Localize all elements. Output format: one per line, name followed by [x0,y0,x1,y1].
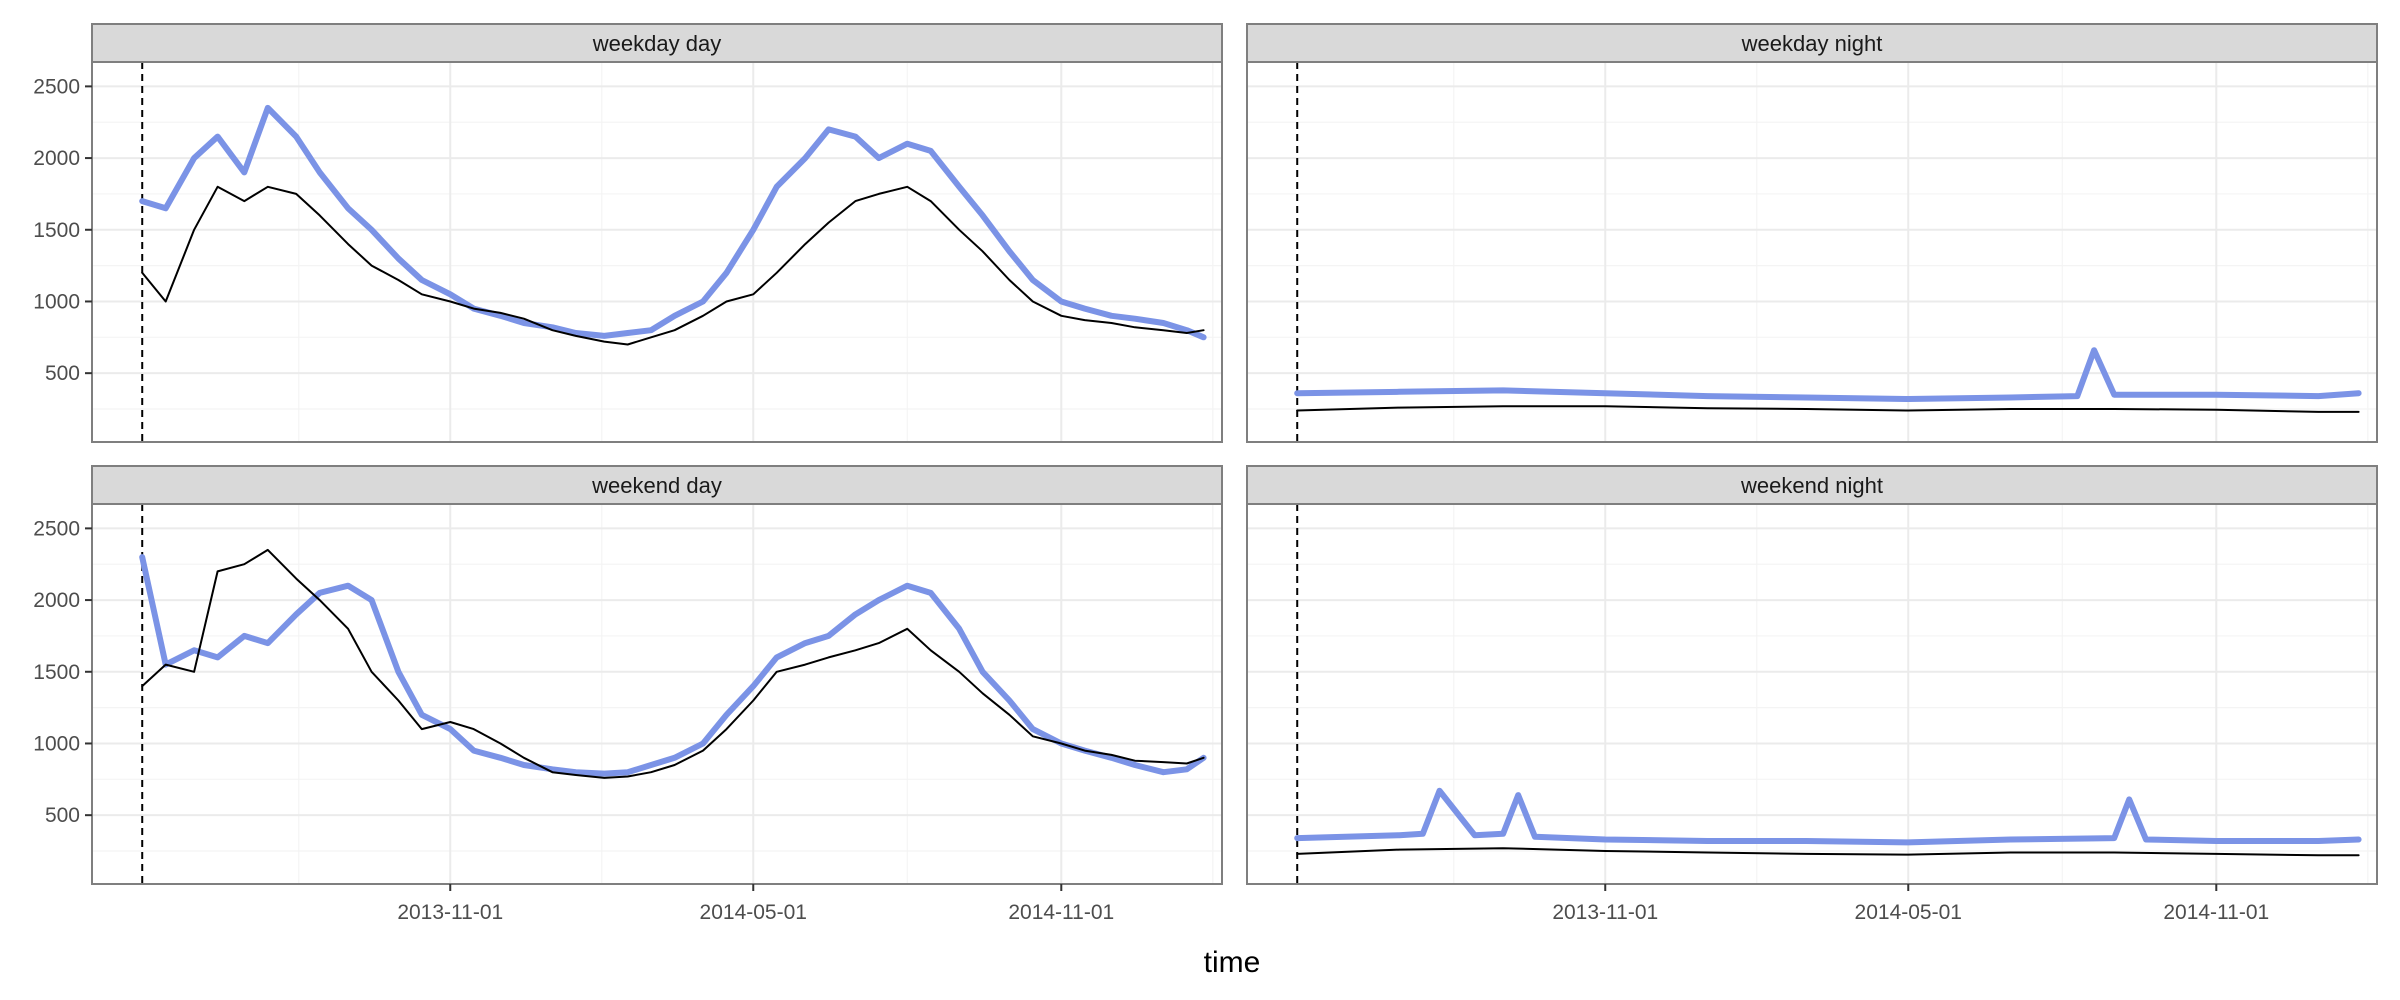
panel-border [1246,503,2378,885]
x-tick-label: 2013-11-01 [397,901,503,924]
y-tick-label: 1000 [33,290,80,313]
x-tick-label: 2014-11-01 [1008,901,1114,924]
facet-strip [91,23,1223,63]
panel-weekday-night: weekday night [1246,23,2378,443]
series-line-black [141,185,1205,346]
facet-strip [91,465,1223,505]
panel-border [1246,61,2378,443]
series-line-black [1296,847,2360,857]
x-tick-label: 2014-05-01 [700,901,807,924]
panel-border [91,503,1223,885]
panel-background [92,62,1222,442]
x-tick-label: 2014-11-01 [2163,901,2269,924]
panel-background [92,504,1222,884]
panels-layer: weekday day 500 1000 1500 2000 2500 weekday ni… [33,23,2378,924]
y-tick-label: 1500 [33,219,80,242]
facet-strip-label: weekend night [1740,473,1883,498]
series-line-black [1296,405,2360,413]
y-tick-label: 1500 [33,661,80,684]
facet-strip-label: weekday day [592,31,721,56]
series-line-blue [1294,347,2362,402]
y-tick-label: 2000 [33,147,80,170]
series-line-blue [139,104,1207,341]
panel-border [91,61,1223,443]
x-tick-label: 2013-11-01 [1552,901,1658,924]
panel-weekend-night: weekend night 2013-11-01 2014-05-01 2014-11… [1246,465,2378,924]
facet-strip-label: weekday night [1741,31,1883,56]
x-tick-label: 2014-05-01 [1855,901,1962,924]
panel-background [1247,504,2377,884]
y-tick-label: 2500 [33,75,80,98]
y-tick-label: 500 [45,362,80,385]
x-axis-title: time [1204,946,1261,979]
panel-background [1247,62,2377,442]
series-line-blue [1294,787,2362,846]
series-line-black [141,548,1205,779]
y-tick-label: 500 [45,804,80,827]
y-tick-label: 1000 [33,732,80,755]
facet-strip-label: weekend day [591,473,722,498]
panel-weekday-day: weekday day 500 1000 1500 2000 2500 [33,23,1223,443]
facet-strip [1246,23,2378,63]
panel-weekend-day: weekend day 500 1000 1500 2000 2500 2013-11-01… [33,465,1223,924]
y-tick-label: 2500 [33,517,80,540]
series-line-blue [139,554,1207,777]
y-tick-label: 2000 [33,589,80,612]
